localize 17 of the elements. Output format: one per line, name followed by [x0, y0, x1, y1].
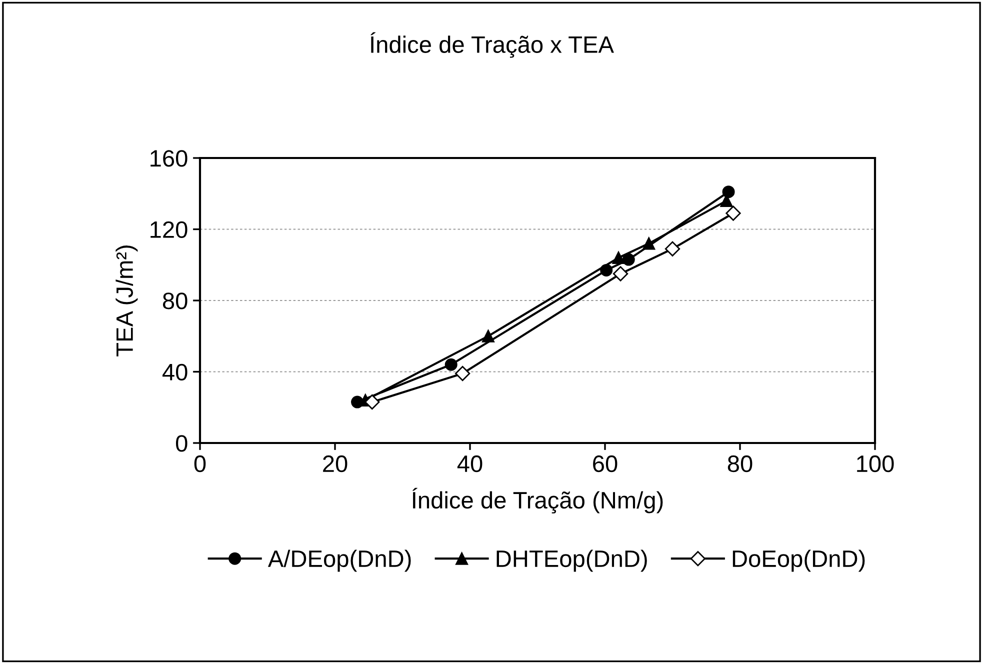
x-tick-label: 40: [457, 455, 482, 472]
x-tick-label: 20: [323, 455, 348, 472]
y-tick-label: 40: [162, 364, 188, 381]
x-tick-label: 0: [194, 455, 206, 472]
legend-label: DoEop(DnD): [732, 550, 865, 572]
chart-title: Índice de Tração x TEA: [370, 32, 614, 58]
y-tick-label: 80: [162, 292, 188, 310]
legend-label: A/DEop(DnD): [268, 550, 411, 572]
x-tick-label: 100: [857, 455, 894, 472]
legend-label: DHTEop(DnD): [496, 550, 647, 572]
x-tick-label: 80: [728, 455, 752, 472]
y-tick-label: 160: [150, 150, 188, 167]
y-axis-title: TEA (J/m²): [116, 246, 138, 356]
x-axis-title: Índice de Tração (Nm/g): [412, 488, 663, 514]
y-tick-label: 120: [150, 221, 188, 238]
y-tick-label: 0: [176, 435, 188, 452]
x-tick-label: 60: [593, 455, 618, 472]
